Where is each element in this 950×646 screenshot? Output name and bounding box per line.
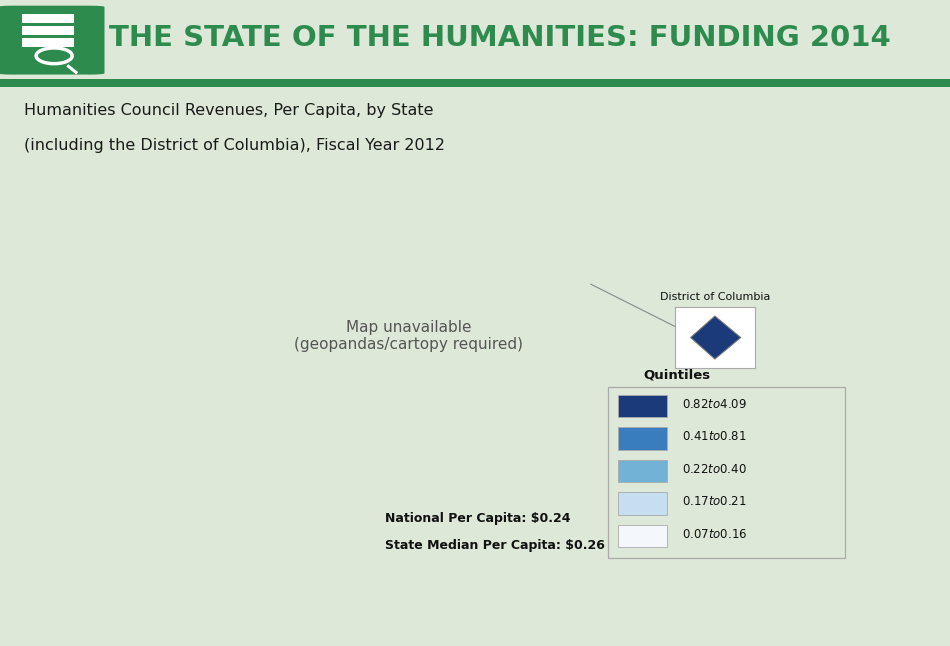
Bar — [22, 26, 74, 35]
Text: National Per Capita: $0.24: National Per Capita: $0.24 — [385, 512, 570, 525]
Bar — [22, 14, 74, 23]
Bar — [0, 79, 950, 87]
Text: Humanities Council Revenues, Per Capita, by State: Humanities Council Revenues, Per Capita,… — [24, 103, 433, 118]
Bar — [618, 459, 668, 482]
Text: $0.17 to $0.21: $0.17 to $0.21 — [682, 495, 747, 508]
Text: Quintiles: Quintiles — [644, 369, 711, 382]
Text: State Median Per Capita: $0.26: State Median Per Capita: $0.26 — [385, 539, 604, 552]
Bar — [618, 525, 668, 547]
Text: $0.22 to $0.40: $0.22 to $0.40 — [682, 463, 747, 476]
Bar — [618, 395, 668, 417]
Bar — [618, 427, 668, 450]
Text: District of Columbia: District of Columbia — [660, 292, 770, 302]
Text: $0.07 to $0.16: $0.07 to $0.16 — [682, 528, 748, 541]
Text: $0.41 to $0.81: $0.41 to $0.81 — [682, 430, 747, 443]
Text: Map unavailable
(geopandas/cartopy required): Map unavailable (geopandas/cartopy requi… — [294, 320, 523, 352]
Polygon shape — [691, 316, 741, 359]
Text: (including the District of Columbia), Fiscal Year 2012: (including the District of Columbia), Fi… — [24, 138, 445, 153]
Text: $0.82 to $4.09: $0.82 to $4.09 — [682, 398, 748, 411]
Bar — [608, 387, 846, 558]
FancyBboxPatch shape — [0, 6, 104, 74]
Bar — [618, 492, 668, 515]
Text: THE STATE OF THE HUMANITIES: FUNDING 2014: THE STATE OF THE HUMANITIES: FUNDING 201… — [109, 25, 891, 52]
Bar — [22, 38, 74, 47]
